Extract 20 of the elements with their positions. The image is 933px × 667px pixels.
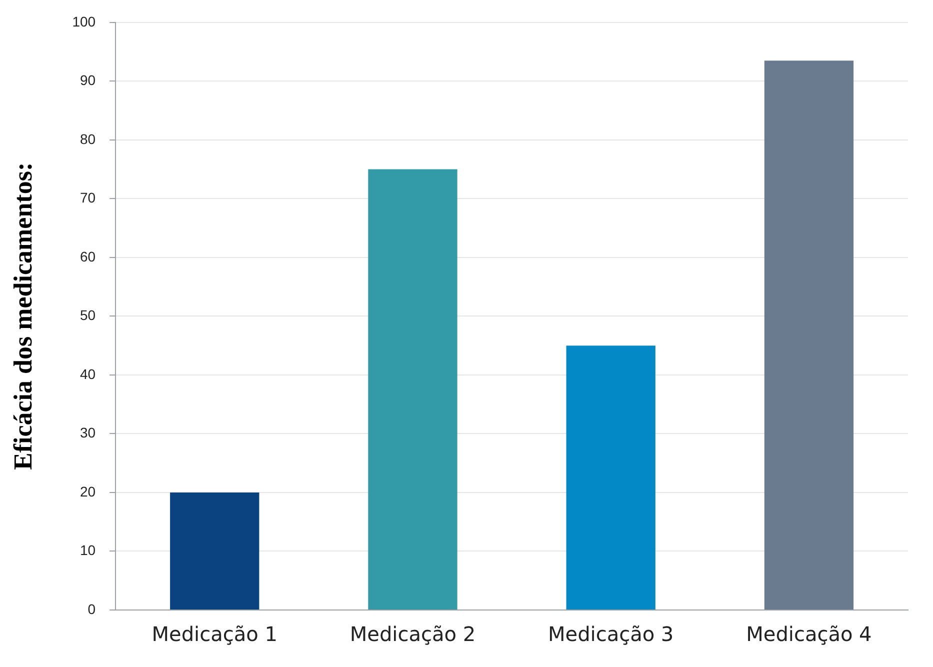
x-tick-label: Medicação 3 xyxy=(548,622,674,646)
bar xyxy=(170,492,260,610)
x-tick-label: Medicação 1 xyxy=(152,622,278,646)
y-tick-label: 90 xyxy=(80,72,96,88)
y-tick-label: 50 xyxy=(80,307,96,324)
x-tick-label: Medicação 4 xyxy=(746,622,872,646)
y-tick-label: 60 xyxy=(80,248,96,264)
y-tick-label: 100 xyxy=(72,13,96,30)
y-tick-label: 20 xyxy=(80,483,96,500)
y-tick-label: 80 xyxy=(80,130,96,147)
bar xyxy=(764,60,854,610)
y-tick-label: 10 xyxy=(80,542,96,558)
bar xyxy=(566,346,656,610)
y-tick-label: 40 xyxy=(80,366,96,382)
y-tick-label: 0 xyxy=(88,600,96,617)
bar xyxy=(368,169,458,610)
y-tick-label: 70 xyxy=(80,190,96,206)
y-axis-title: Eficácia dos medicamentos: xyxy=(8,162,38,470)
y-tick-label: 30 xyxy=(80,424,96,441)
x-tick-label: Medicação 2 xyxy=(350,622,476,646)
